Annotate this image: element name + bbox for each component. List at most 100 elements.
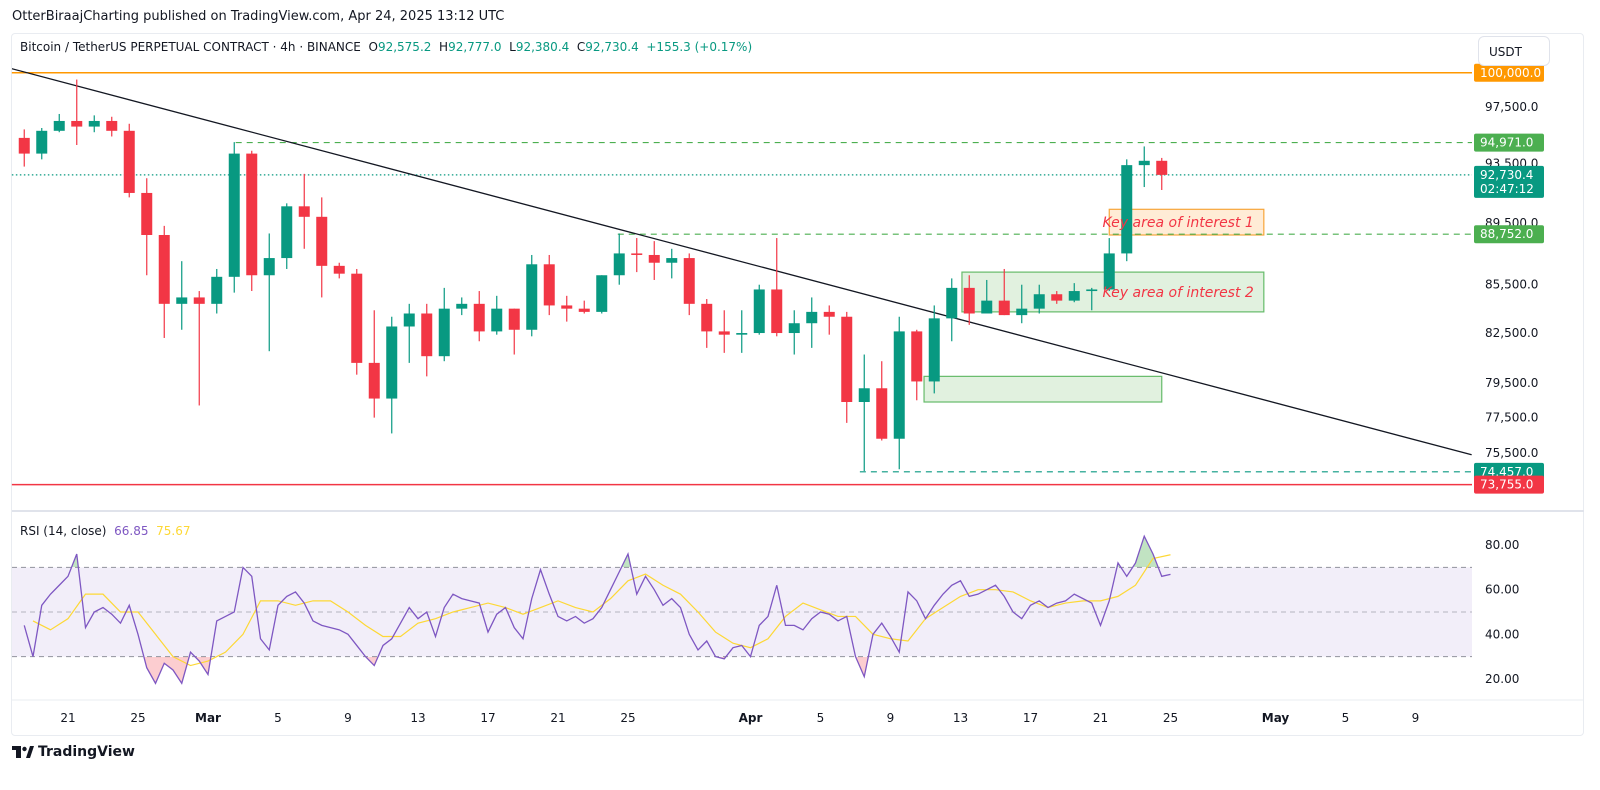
trendline bbox=[12, 68, 1472, 456]
candle-body bbox=[701, 303, 713, 332]
candle-body bbox=[1068, 291, 1080, 301]
candle-body bbox=[1121, 165, 1133, 254]
candle-body bbox=[718, 331, 730, 335]
price-scale[interactable]: 97,500.093,500.089,500.085,500.082,500.0… bbox=[1474, 63, 1544, 494]
candle-body bbox=[666, 258, 678, 263]
candle-body bbox=[893, 331, 905, 439]
close-value: 92,730.4 bbox=[585, 40, 639, 54]
candle-body bbox=[456, 303, 468, 309]
price-tick-label: 97,500.0 bbox=[1485, 100, 1538, 114]
rsi-legend: RSI (14, close) 66.85 75.67 bbox=[20, 524, 190, 538]
logo-text: TradingView bbox=[38, 744, 135, 760]
time-tick-label: 5 bbox=[1342, 711, 1350, 725]
candle-body bbox=[543, 264, 555, 306]
candle-body bbox=[351, 273, 363, 363]
time-tick-label: 13 bbox=[410, 711, 425, 725]
candle-body bbox=[386, 326, 398, 399]
candle-body bbox=[788, 323, 800, 334]
candle-body bbox=[1086, 289, 1098, 292]
candle-body bbox=[281, 206, 293, 259]
last-price-badge bbox=[1474, 165, 1544, 198]
time-tick-label: 9 bbox=[1412, 711, 1420, 725]
resistance-100000-badge-label: 100,000.0 bbox=[1480, 66, 1541, 80]
level-74457-badge-label: 74,457.0 bbox=[1480, 465, 1533, 479]
level-94971-badge bbox=[1474, 133, 1544, 152]
rsi-title[interactable]: RSI (14, close) bbox=[20, 524, 107, 538]
time-tick-label: May bbox=[1262, 711, 1290, 725]
support-73755-badge-label: 73,755.0 bbox=[1480, 478, 1533, 492]
rsi-tick-label: 40.00 bbox=[1485, 627, 1519, 641]
key-area-2-label: Key area of interest 2 bbox=[1103, 285, 1254, 301]
candle-body bbox=[841, 316, 853, 403]
time-tick-label: 25 bbox=[130, 711, 145, 725]
candle-body bbox=[1156, 160, 1168, 175]
candle-body bbox=[1051, 294, 1063, 301]
candle-body bbox=[193, 297, 205, 304]
time-axis[interactable]: 21 25 Mar 5 9 13 17 21 25 Apr 5 9 13 17 21 25 May 5 9 bbox=[60, 711, 1419, 725]
candle-body bbox=[596, 275, 608, 312]
candle-body bbox=[858, 388, 870, 403]
rsi-tick-label: 60.00 bbox=[1485, 583, 1519, 597]
time-tick-label: 25 bbox=[620, 711, 635, 725]
candle-body bbox=[1138, 160, 1150, 166]
candle-body bbox=[298, 206, 310, 217]
time-tick-label: 13 bbox=[953, 711, 968, 725]
trendline-group bbox=[12, 68, 1472, 456]
candle-body bbox=[106, 120, 118, 131]
candle-body bbox=[806, 311, 818, 324]
zones bbox=[923, 208, 1265, 403]
candle-body bbox=[18, 137, 30, 154]
price-tick-label: 75,500.0 bbox=[1485, 446, 1538, 460]
price-tick-label: 77,500.0 bbox=[1485, 411, 1538, 425]
rsi-tick-label: 20.00 bbox=[1485, 672, 1519, 686]
candle-body bbox=[508, 308, 520, 330]
low-label: L bbox=[509, 40, 516, 54]
candle-body bbox=[911, 331, 923, 382]
time-tick-label: Apr bbox=[739, 711, 763, 725]
candle-body bbox=[1016, 308, 1028, 316]
level-88752-badge bbox=[1474, 225, 1544, 244]
candle-body bbox=[333, 265, 345, 274]
rsi-ma-value: 75.67 bbox=[156, 524, 191, 538]
change-value: +155.3 (+0.17%) bbox=[646, 40, 753, 54]
candle-body bbox=[368, 362, 380, 399]
time-tick-label: 17 bbox=[1023, 711, 1038, 725]
symbol-title[interactable]: Bitcoin / TetherUS PERPETUAL CONTRACT · … bbox=[20, 40, 361, 54]
demand-zone-box bbox=[923, 375, 1163, 403]
time-tick-label: 21 bbox=[1093, 711, 1108, 725]
open-label: O bbox=[368, 40, 378, 54]
time-tick-label: 21 bbox=[60, 711, 75, 725]
candles bbox=[18, 79, 1168, 472]
candle-body bbox=[123, 130, 135, 193]
time-tick-label: 9 bbox=[344, 711, 352, 725]
candle-body bbox=[631, 253, 643, 255]
candle-body bbox=[228, 153, 240, 277]
candle-body bbox=[613, 253, 625, 276]
time-tick-label: 25 bbox=[1163, 711, 1178, 725]
horizontal-levels bbox=[11, 72, 1472, 486]
candle-body bbox=[683, 258, 695, 304]
rsi-tick-label: 80.00 bbox=[1485, 538, 1519, 552]
candle-body bbox=[88, 120, 100, 127]
candle-body bbox=[946, 287, 958, 319]
level-94971-badge-label: 94,971.0 bbox=[1480, 136, 1533, 150]
candle-body bbox=[876, 388, 888, 439]
rsi-ma-line bbox=[32, 554, 1171, 667]
candle-body bbox=[981, 300, 993, 314]
candle-body bbox=[211, 276, 223, 304]
countdown-label: 02:47:12 bbox=[1480, 182, 1534, 196]
candle-body bbox=[473, 303, 485, 332]
symbol-legend: Bitcoin / TetherUS PERPETUAL CONTRACT · … bbox=[20, 40, 752, 54]
candle-body bbox=[823, 311, 835, 317]
tradingview-logo-icon bbox=[12, 746, 34, 758]
time-tick-label: 9 bbox=[887, 711, 895, 725]
currency-unit-button[interactable]: USDT bbox=[1478, 36, 1550, 66]
last-price-badge-label: 92,730.4 bbox=[1480, 168, 1533, 182]
rsi-pane: 80.00 60.00 40.00 20.00 bbox=[12, 534, 1519, 686]
level-88752-badge-label: 88,752.0 bbox=[1480, 227, 1533, 241]
candle-body bbox=[263, 258, 275, 276]
candle-body bbox=[1033, 294, 1045, 309]
time-tick-label: 5 bbox=[817, 711, 825, 725]
tradingview-logo[interactable]: TradingView bbox=[12, 744, 135, 760]
